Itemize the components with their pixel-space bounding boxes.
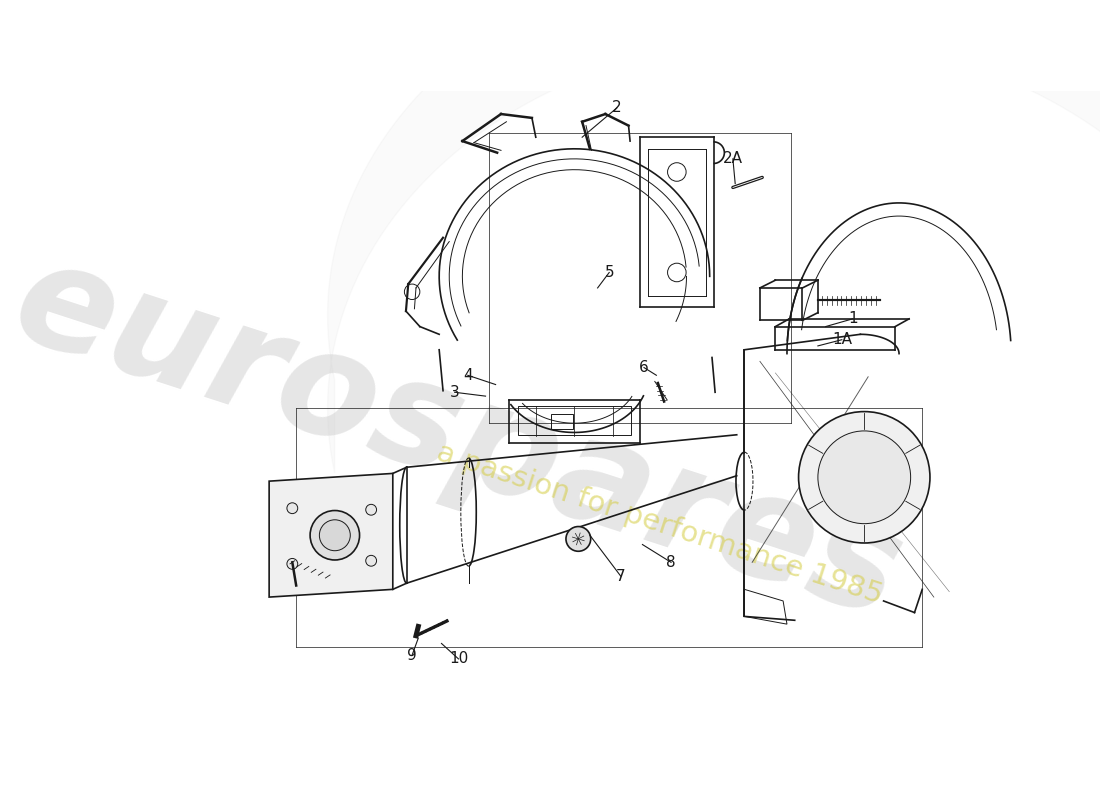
Circle shape — [319, 520, 350, 550]
Text: 9: 9 — [407, 647, 417, 662]
Text: 2A: 2A — [723, 151, 743, 166]
Text: 2: 2 — [612, 100, 621, 115]
Text: 3: 3 — [450, 385, 460, 400]
Text: 7: 7 — [616, 569, 626, 584]
Circle shape — [310, 510, 360, 560]
Text: 8: 8 — [667, 555, 675, 570]
Text: 6: 6 — [639, 360, 649, 375]
Text: 1A: 1A — [832, 332, 851, 347]
Circle shape — [287, 502, 298, 514]
Text: 1: 1 — [848, 311, 858, 326]
Text: 10: 10 — [449, 651, 469, 666]
Circle shape — [365, 555, 376, 566]
Circle shape — [566, 526, 591, 551]
Text: eurospares: eurospares — [0, 229, 918, 648]
Text: 5: 5 — [604, 265, 614, 280]
Bar — [551, 414, 573, 430]
Text: 4: 4 — [463, 368, 473, 382]
Circle shape — [818, 431, 911, 524]
Circle shape — [365, 504, 376, 515]
Text: a passion for performance 1985: a passion for performance 1985 — [433, 438, 886, 609]
Polygon shape — [270, 474, 393, 597]
Circle shape — [799, 411, 930, 543]
Bar — [518, 406, 630, 434]
Circle shape — [287, 558, 298, 570]
